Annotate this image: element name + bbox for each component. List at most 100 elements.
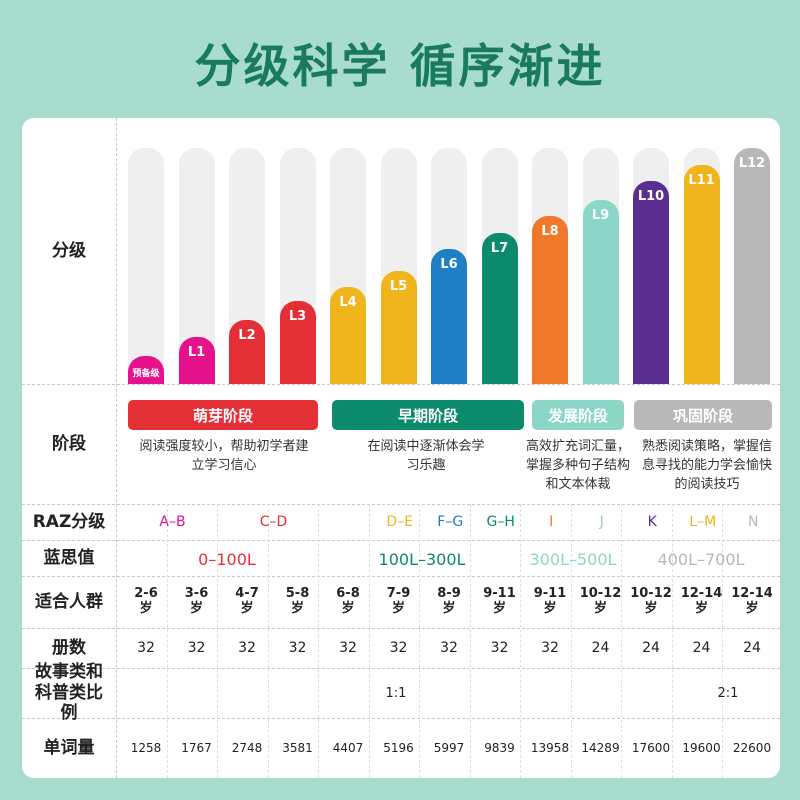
word-count: 5997 (433, 741, 465, 755)
raz-level: N (748, 514, 759, 530)
column-divider (318, 504, 319, 778)
word-count: 1767 (181, 741, 212, 755)
level-bar-l2: L2 (229, 320, 265, 384)
level-label: L2 (238, 328, 256, 343)
lexile-range: 0–100L (198, 549, 256, 569)
audience-age: 9-11 岁 (483, 586, 516, 616)
level-bar-l10: L10 (633, 181, 669, 384)
level-bar-l7: L7 (481, 233, 518, 384)
raz-level: D–E (386, 514, 414, 530)
column-divider (419, 504, 420, 778)
stage-bar-consolidate: 巩固阶段 (634, 400, 772, 430)
audience-age: 7-9 岁 (386, 586, 411, 616)
stage-desc-develop: 高效扩充词汇量，掌握多种句子结构和文本体裁 (525, 439, 630, 492)
word-count: 9839 (484, 741, 515, 755)
row-divider (22, 540, 780, 541)
level-bar-l9: L9 (582, 200, 619, 384)
volume-count: 24 (743, 640, 761, 656)
level-label: L5 (389, 279, 408, 294)
word-count: 14289 (581, 741, 620, 755)
row-label-level: 分级 (52, 240, 86, 261)
row-divider (22, 718, 780, 719)
volume-count: 32 (288, 640, 307, 656)
raz-level: A–B (159, 514, 186, 530)
level-bar-l12: L12 (734, 148, 770, 384)
row-divider (22, 668, 780, 669)
audience-age: 12-14 岁 (680, 586, 723, 616)
ratio-value: 2:1 (717, 685, 739, 701)
level-bar-l11: L11 (683, 165, 720, 384)
level-label: L3 (288, 309, 307, 324)
lexile-range: 300L–500L (529, 549, 617, 569)
word-count: 22600 (732, 741, 772, 755)
audience-age: 4-7 岁 (235, 586, 259, 616)
raz-level: G–H (486, 514, 515, 530)
level-label: L8 (541, 224, 559, 239)
level-track (128, 148, 164, 384)
volume-count: 32 (440, 640, 458, 656)
level-label: L9 (591, 208, 610, 223)
volume-count: 32 (137, 640, 155, 656)
audience-age: 10-12 岁 (630, 586, 672, 616)
column-divider (217, 504, 218, 778)
volume-count: 32 (541, 640, 559, 656)
column-divider (469, 504, 471, 778)
row-label-words: 单词量 (43, 737, 95, 758)
ratio-value: 1:1 (385, 685, 407, 701)
audience-age: 9-11 岁 (533, 586, 567, 616)
stage-desc-consolidate: 熟悉阅读策略，掌握信息寻找的能力学会愉快的阅读技巧 (641, 439, 772, 492)
level-label: L12 (738, 156, 766, 171)
word-count: 2748 (231, 741, 263, 755)
word-count: 13958 (530, 741, 570, 755)
audience-age: 12-14 岁 (731, 586, 773, 616)
audience-age: 5-8 岁 (285, 586, 310, 616)
stage-bar-develop: 发展阶段 (532, 400, 624, 430)
column-divider (368, 504, 370, 778)
audience-age: 8-9 岁 (437, 586, 461, 616)
volume-count: 24 (692, 640, 711, 656)
volume-count: 32 (339, 640, 357, 656)
word-count: 17600 (631, 741, 671, 755)
row-divider (22, 384, 780, 385)
level-bar-pre: 预备级 (128, 356, 164, 384)
level-label: L4 (339, 295, 357, 310)
stage-desc-early: 在阅读中逐渐体会学习乐趣 (367, 439, 485, 473)
volume-count: 24 (642, 640, 660, 656)
lexile-range: 100L–300L (378, 549, 466, 569)
raz-level: F–G (437, 514, 464, 530)
stage-bar-sprout: 萌芽阶段 (128, 400, 318, 430)
word-count: 19600 (682, 741, 721, 755)
level-label: L6 (440, 257, 458, 272)
word-count: 5196 (383, 741, 414, 755)
volume-count: 32 (187, 640, 206, 656)
label-column-divider (116, 118, 117, 778)
row-label-ratio: 故事类和科普类比例 (35, 662, 103, 724)
level-bar-l4: L4 (330, 287, 366, 384)
audience-age: 6-8 岁 (336, 586, 360, 616)
column-divider (520, 504, 521, 778)
stage-bar-early: 早期阶段 (332, 400, 524, 430)
level-label: L10 (637, 189, 665, 204)
audience-age: 10-12 岁 (579, 586, 622, 616)
raz-level: C–D (259, 514, 288, 530)
row-divider (22, 576, 780, 577)
level-label: L11 (688, 173, 715, 188)
level-label: L7 (490, 241, 509, 256)
word-count: 4407 (332, 741, 364, 755)
word-count: 3581 (282, 741, 313, 755)
column-divider (722, 504, 723, 778)
raz-level: L–M (689, 514, 717, 530)
level-label: L1 (187, 345, 206, 360)
raz-level: J (599, 514, 604, 530)
column-divider (570, 504, 572, 778)
level-label: 预备级 (132, 369, 160, 379)
column-divider (166, 504, 168, 778)
audience-age: 2-6 岁 (134, 586, 158, 616)
raz-level: I (549, 514, 554, 530)
row-divider (22, 504, 780, 505)
audience-age: 3-6 岁 (184, 586, 209, 616)
level-bar-l8: L8 (532, 216, 568, 384)
column-divider (621, 504, 622, 778)
row-label-audience: 适合人群 (35, 591, 103, 612)
row-label-volumes: 册数 (52, 637, 86, 658)
